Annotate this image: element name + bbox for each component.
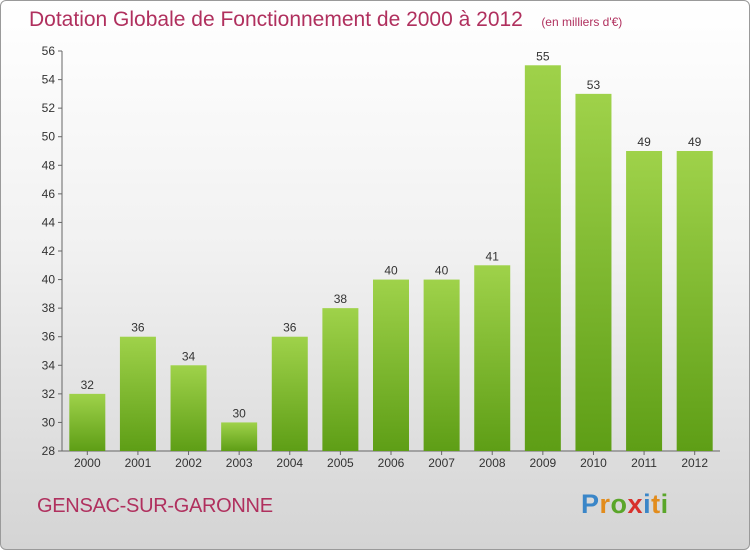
x-tick-label-2003: 2003 xyxy=(226,456,253,470)
logo-letter: r xyxy=(599,489,611,519)
y-tick-label: 56 xyxy=(42,44,56,58)
x-tick-label-2004: 2004 xyxy=(276,456,303,470)
y-tick-label: 44 xyxy=(42,215,56,229)
logo-letter: t xyxy=(651,489,661,519)
value-label-2006: 40 xyxy=(384,264,398,278)
x-tick-label-2010: 2010 xyxy=(580,456,607,470)
x-tick-label-2006: 2006 xyxy=(378,456,405,470)
x-tick-label-2005: 2005 xyxy=(327,456,354,470)
y-tick-label: 42 xyxy=(42,244,56,258)
logo-letter: i xyxy=(660,489,669,519)
x-tick-label-2000: 2000 xyxy=(74,456,101,470)
bar-2003 xyxy=(221,422,258,451)
y-tick-label: 48 xyxy=(42,158,56,172)
x-tick-label-2011: 2011 xyxy=(631,456,657,470)
y-tick-label: 50 xyxy=(42,130,56,144)
bar-2001 xyxy=(119,336,156,451)
logo-letter: x xyxy=(627,489,644,519)
x-tick-label-2008: 2008 xyxy=(479,456,506,470)
y-tick-label: 30 xyxy=(42,415,56,429)
bar-2002 xyxy=(170,365,207,451)
x-tick-label-2007: 2007 xyxy=(428,456,455,470)
y-tick-label: 46 xyxy=(42,187,56,201)
y-tick-label: 36 xyxy=(42,330,56,344)
value-label-2005: 38 xyxy=(334,292,348,306)
value-label-2001: 36 xyxy=(131,321,145,335)
value-label-2007: 40 xyxy=(435,264,449,278)
x-tick-label-2001: 2001 xyxy=(125,456,152,470)
logo-letter: o xyxy=(610,489,628,519)
chart-subtitle: (en milliers d'€) xyxy=(541,15,623,29)
y-tick-label: 52 xyxy=(42,101,56,115)
value-label-2010: 53 xyxy=(587,78,601,92)
value-label-2009: 55 xyxy=(536,49,550,63)
bar-2004 xyxy=(271,336,308,451)
y-tick-label: 40 xyxy=(42,273,56,287)
y-tick-label: 32 xyxy=(42,387,56,401)
value-label-2004: 36 xyxy=(283,321,297,335)
bar-2005 xyxy=(322,308,359,451)
bar-2007 xyxy=(423,279,460,451)
city-name: GENSAC-SUR-GARONNE xyxy=(37,495,273,517)
x-tick-label-2009: 2009 xyxy=(529,456,556,470)
value-label-2003: 30 xyxy=(232,406,246,420)
logo-letter: P xyxy=(581,489,600,519)
value-label-2011: 49 xyxy=(637,135,651,149)
y-tick-label: 28 xyxy=(42,444,56,458)
x-tick-label-2002: 2002 xyxy=(175,456,202,470)
bar-2006 xyxy=(373,279,409,451)
value-label-2008: 41 xyxy=(486,249,500,263)
value-label-2012: 49 xyxy=(688,135,702,149)
x-tick-label-2012: 2012 xyxy=(681,456,708,470)
chart-title: Dotation Globale de Fonctionnement de 20… xyxy=(29,8,523,31)
bar-2009 xyxy=(524,65,561,452)
logo-letter: i xyxy=(643,489,652,519)
bar-2010 xyxy=(575,93,612,451)
value-label-2002: 34 xyxy=(182,349,196,363)
bar-2011 xyxy=(626,151,663,451)
title-row: Dotation Globale de Fonctionnement de 20… xyxy=(29,8,622,32)
y-tick-label: 54 xyxy=(42,73,56,87)
proxiti-logo: Proxiti xyxy=(581,489,669,520)
bar-2012 xyxy=(676,151,713,451)
y-tick-label: 38 xyxy=(42,301,56,315)
value-label-2000: 32 xyxy=(81,378,95,392)
y-tick-label: 34 xyxy=(42,358,56,372)
bar-2008 xyxy=(474,265,511,451)
bar-2000 xyxy=(69,393,106,451)
